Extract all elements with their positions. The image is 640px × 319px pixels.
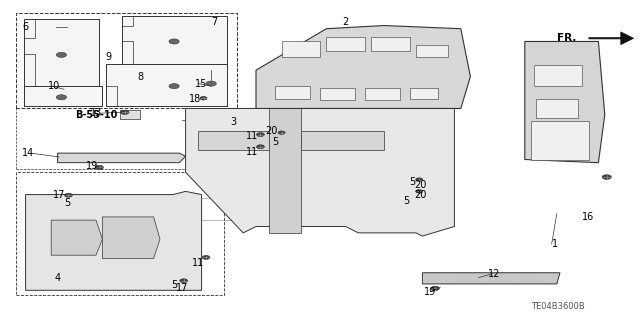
Polygon shape	[106, 64, 227, 106]
Text: FR.: FR.	[557, 33, 576, 43]
Circle shape	[120, 110, 129, 115]
Text: 4: 4	[54, 272, 61, 283]
Bar	[16, 13, 237, 108]
Circle shape	[95, 165, 104, 170]
Circle shape	[65, 193, 72, 197]
Text: 20: 20	[266, 126, 278, 136]
Text: TE04B3600B: TE04B3600B	[531, 302, 585, 311]
Polygon shape	[256, 26, 470, 108]
Text: 5: 5	[403, 196, 410, 206]
Circle shape	[56, 52, 67, 57]
Text: 5: 5	[172, 279, 178, 290]
Text: 8: 8	[138, 71, 144, 82]
Polygon shape	[24, 19, 99, 91]
Text: 15: 15	[195, 78, 207, 89]
Text: 12: 12	[488, 269, 500, 279]
Polygon shape	[51, 220, 102, 255]
Polygon shape	[102, 217, 160, 258]
Text: 7: 7	[211, 17, 218, 27]
Circle shape	[431, 286, 440, 291]
Circle shape	[416, 178, 423, 181]
Circle shape	[206, 81, 216, 86]
Polygon shape	[198, 131, 269, 150]
Polygon shape	[24, 86, 102, 106]
Text: 5: 5	[272, 137, 278, 147]
Text: 20: 20	[415, 180, 427, 190]
Text: 11: 11	[246, 147, 259, 158]
Text: 6: 6	[22, 22, 29, 32]
Bar	[365, 88, 400, 100]
Bar	[326, 37, 365, 51]
Bar	[410, 88, 438, 99]
Polygon shape	[301, 131, 384, 150]
Text: 5: 5	[64, 197, 70, 208]
Polygon shape	[186, 108, 454, 236]
Bar	[16, 172, 224, 295]
Polygon shape	[269, 108, 301, 233]
Bar	[536, 99, 578, 118]
Text: 18: 18	[189, 94, 202, 104]
Bar	[282, 41, 320, 57]
Text: 10: 10	[48, 81, 60, 91]
Text: 11: 11	[246, 130, 259, 141]
Text: 19: 19	[86, 161, 99, 171]
Circle shape	[257, 133, 264, 137]
Circle shape	[169, 84, 179, 89]
Bar	[534, 65, 582, 86]
Text: 11: 11	[192, 258, 204, 268]
Circle shape	[200, 96, 207, 100]
Circle shape	[169, 39, 179, 44]
Bar	[275, 86, 310, 99]
Bar	[536, 129, 575, 147]
Text: 5: 5	[410, 177, 416, 187]
Circle shape	[56, 95, 67, 100]
Text: 19: 19	[424, 287, 436, 297]
Bar	[416, 45, 448, 57]
Polygon shape	[589, 32, 634, 45]
Circle shape	[202, 256, 210, 259]
Text: 3: 3	[230, 117, 237, 127]
Text: 14: 14	[22, 148, 35, 158]
Text: 20: 20	[415, 190, 427, 200]
Bar	[371, 37, 410, 51]
Text: 13: 13	[90, 108, 102, 118]
Polygon shape	[422, 273, 560, 284]
Bar	[320, 88, 355, 100]
Text: 1: 1	[552, 239, 558, 249]
Text: 16: 16	[582, 212, 595, 222]
Circle shape	[416, 189, 423, 193]
Text: 2: 2	[342, 17, 349, 27]
Polygon shape	[26, 191, 202, 290]
Circle shape	[180, 279, 188, 283]
Circle shape	[278, 131, 285, 135]
Circle shape	[257, 145, 264, 149]
Bar	[120, 110, 140, 119]
Text: 17: 17	[176, 283, 188, 293]
Polygon shape	[531, 121, 589, 160]
Polygon shape	[58, 153, 186, 163]
Text: 9: 9	[106, 52, 112, 63]
Polygon shape	[525, 41, 605, 163]
Circle shape	[602, 175, 611, 179]
Text: 17: 17	[52, 189, 65, 200]
Text: B-55-10: B-55-10	[76, 110, 118, 121]
Polygon shape	[122, 16, 227, 67]
